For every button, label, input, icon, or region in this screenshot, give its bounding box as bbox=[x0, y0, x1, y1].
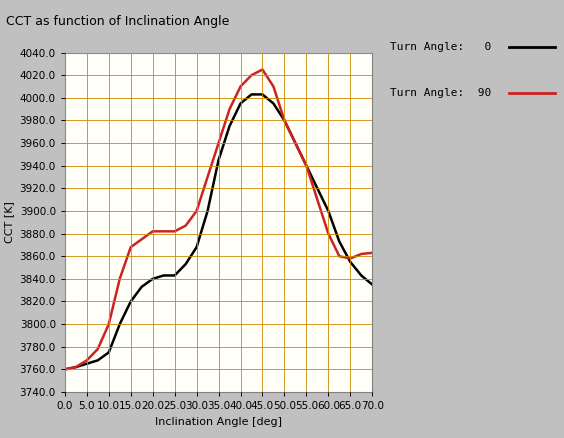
Text: Turn Angle:  90: Turn Angle: 90 bbox=[390, 88, 491, 98]
Y-axis label: CCT [K]: CCT [K] bbox=[4, 201, 14, 243]
X-axis label: Inclination Angle [deg]: Inclination Angle [deg] bbox=[155, 417, 282, 427]
Text: CCT as function of Inclination Angle: CCT as function of Inclination Angle bbox=[6, 15, 229, 28]
Text: Turn Angle:   0: Turn Angle: 0 bbox=[390, 42, 491, 52]
